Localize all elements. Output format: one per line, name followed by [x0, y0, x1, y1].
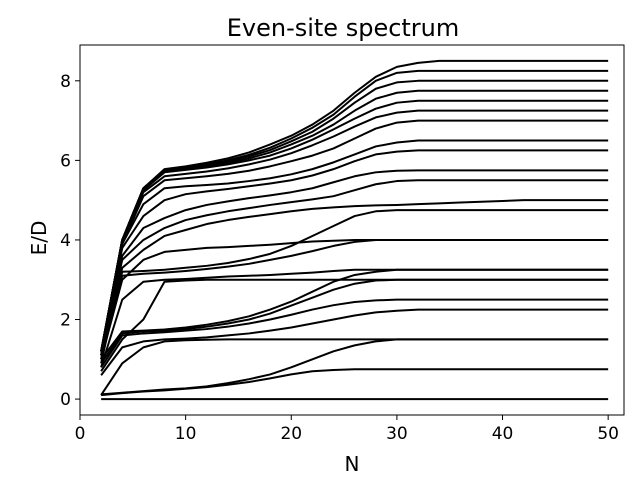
- series-line-9: [100, 278, 609, 372]
- y-axis-label: E/D: [27, 221, 51, 256]
- series-line-14: [100, 199, 609, 364]
- series-line-13: [100, 238, 609, 360]
- series-line-10: [100, 268, 609, 368]
- series-line-17: [100, 149, 609, 356]
- x-tick-label: 0: [75, 424, 86, 444]
- x-tick-label: 50: [597, 424, 619, 444]
- y-tick-label: 2: [60, 311, 71, 331]
- y-tick-label: 4: [60, 231, 71, 251]
- series-line-12: [100, 209, 609, 352]
- series-line-6: [100, 298, 609, 368]
- y-tick-label: 6: [60, 151, 71, 171]
- x-axis-label: N: [345, 452, 360, 476]
- x-tick-label: 20: [280, 424, 302, 444]
- series-line-25: [100, 59, 609, 352]
- series-line-15: [100, 179, 609, 356]
- x-tick-label: 30: [386, 424, 408, 444]
- series-line-5: [100, 308, 609, 376]
- series-group: [100, 59, 609, 401]
- x-tick-label: 10: [175, 424, 197, 444]
- series-line-2: [101, 368, 609, 397]
- series-line-16: [100, 169, 609, 360]
- series-line-4: [100, 338, 609, 396]
- series-line-22: [100, 89, 609, 352]
- series-line-24: [100, 69, 609, 352]
- y-tick-label: 8: [60, 72, 71, 92]
- x-tick-label: 40: [492, 424, 514, 444]
- series-line-20: [100, 109, 609, 352]
- series-line-18: [100, 139, 609, 352]
- y-tick-label: 0: [60, 390, 71, 410]
- plot-frame: [79, 44, 625, 416]
- chart-title: Even-site spectrum: [227, 14, 460, 42]
- series-line-7: [100, 278, 609, 364]
- axes: 0 10 20 30 40 50 0 2 4 6 8: [60, 72, 619, 444]
- series-line-3: [101, 338, 609, 396]
- series-line-19: [100, 119, 609, 356]
